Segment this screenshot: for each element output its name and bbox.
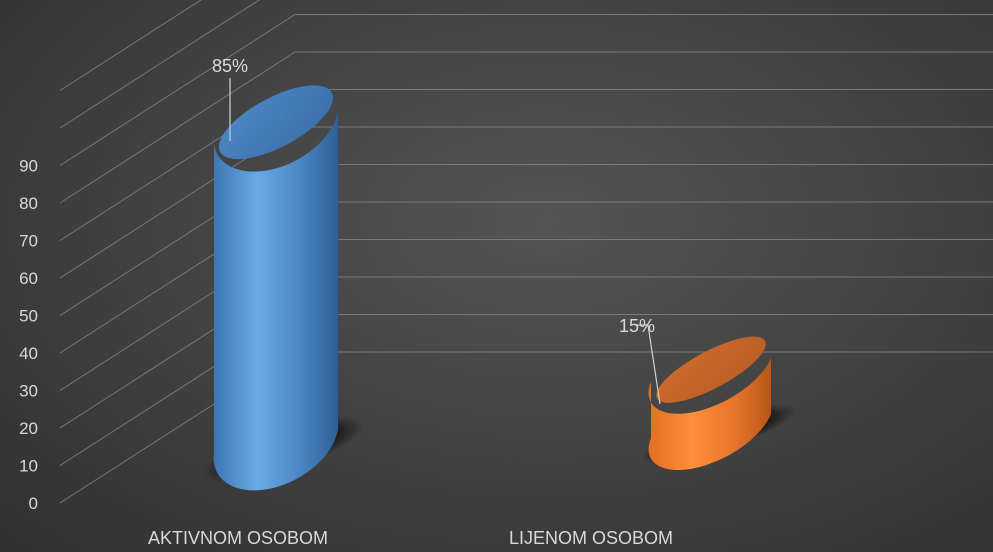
- data-label: 85%: [212, 56, 248, 76]
- gridline: [59, 351, 993, 504]
- y-tick-label: 70: [19, 232, 38, 251]
- bar-1: [203, 85, 365, 491]
- gridline: [59, 51, 993, 204]
- x-axis-labels: AKTIVNOM OSOBOM LIJENOM OSOBOM: [148, 528, 673, 548]
- x-category-label: LIJENOM OSOBOM: [509, 528, 673, 548]
- y-tick-label: 50: [19, 307, 38, 326]
- bar-body: [648, 357, 771, 471]
- bar-2: [640, 336, 798, 471]
- gridline: [59, 14, 993, 166]
- y-tick-label: 30: [19, 382, 38, 401]
- gridline: [59, 0, 261, 129]
- y-tick-label: 40: [19, 344, 38, 363]
- gridline: [59, 0, 202, 91]
- bars: [203, 85, 798, 491]
- y-tick-label: 90: [19, 157, 38, 176]
- y-tick-label: 80: [19, 194, 38, 213]
- gridlines: [59, 0, 993, 504]
- data-labels: 85% 15%: [212, 56, 661, 405]
- y-tick-label: 60: [19, 269, 38, 288]
- leader-line: [635, 324, 661, 405]
- bar-body: [213, 110, 338, 491]
- x-category-label: AKTIVNOM OSOBOM: [148, 528, 328, 548]
- y-tick-label: 0: [29, 494, 38, 513]
- y-tick-label: 20: [19, 419, 38, 438]
- y-tick-label: 10: [19, 457, 38, 476]
- gridline: [59, 314, 993, 466]
- bar-top: [218, 85, 334, 160]
- data-label: 15%: [619, 316, 655, 336]
- bar-top: [656, 336, 766, 403]
- y-axis-ticks: 0 10 20 30 40 50 60 70 80 90: [19, 157, 38, 514]
